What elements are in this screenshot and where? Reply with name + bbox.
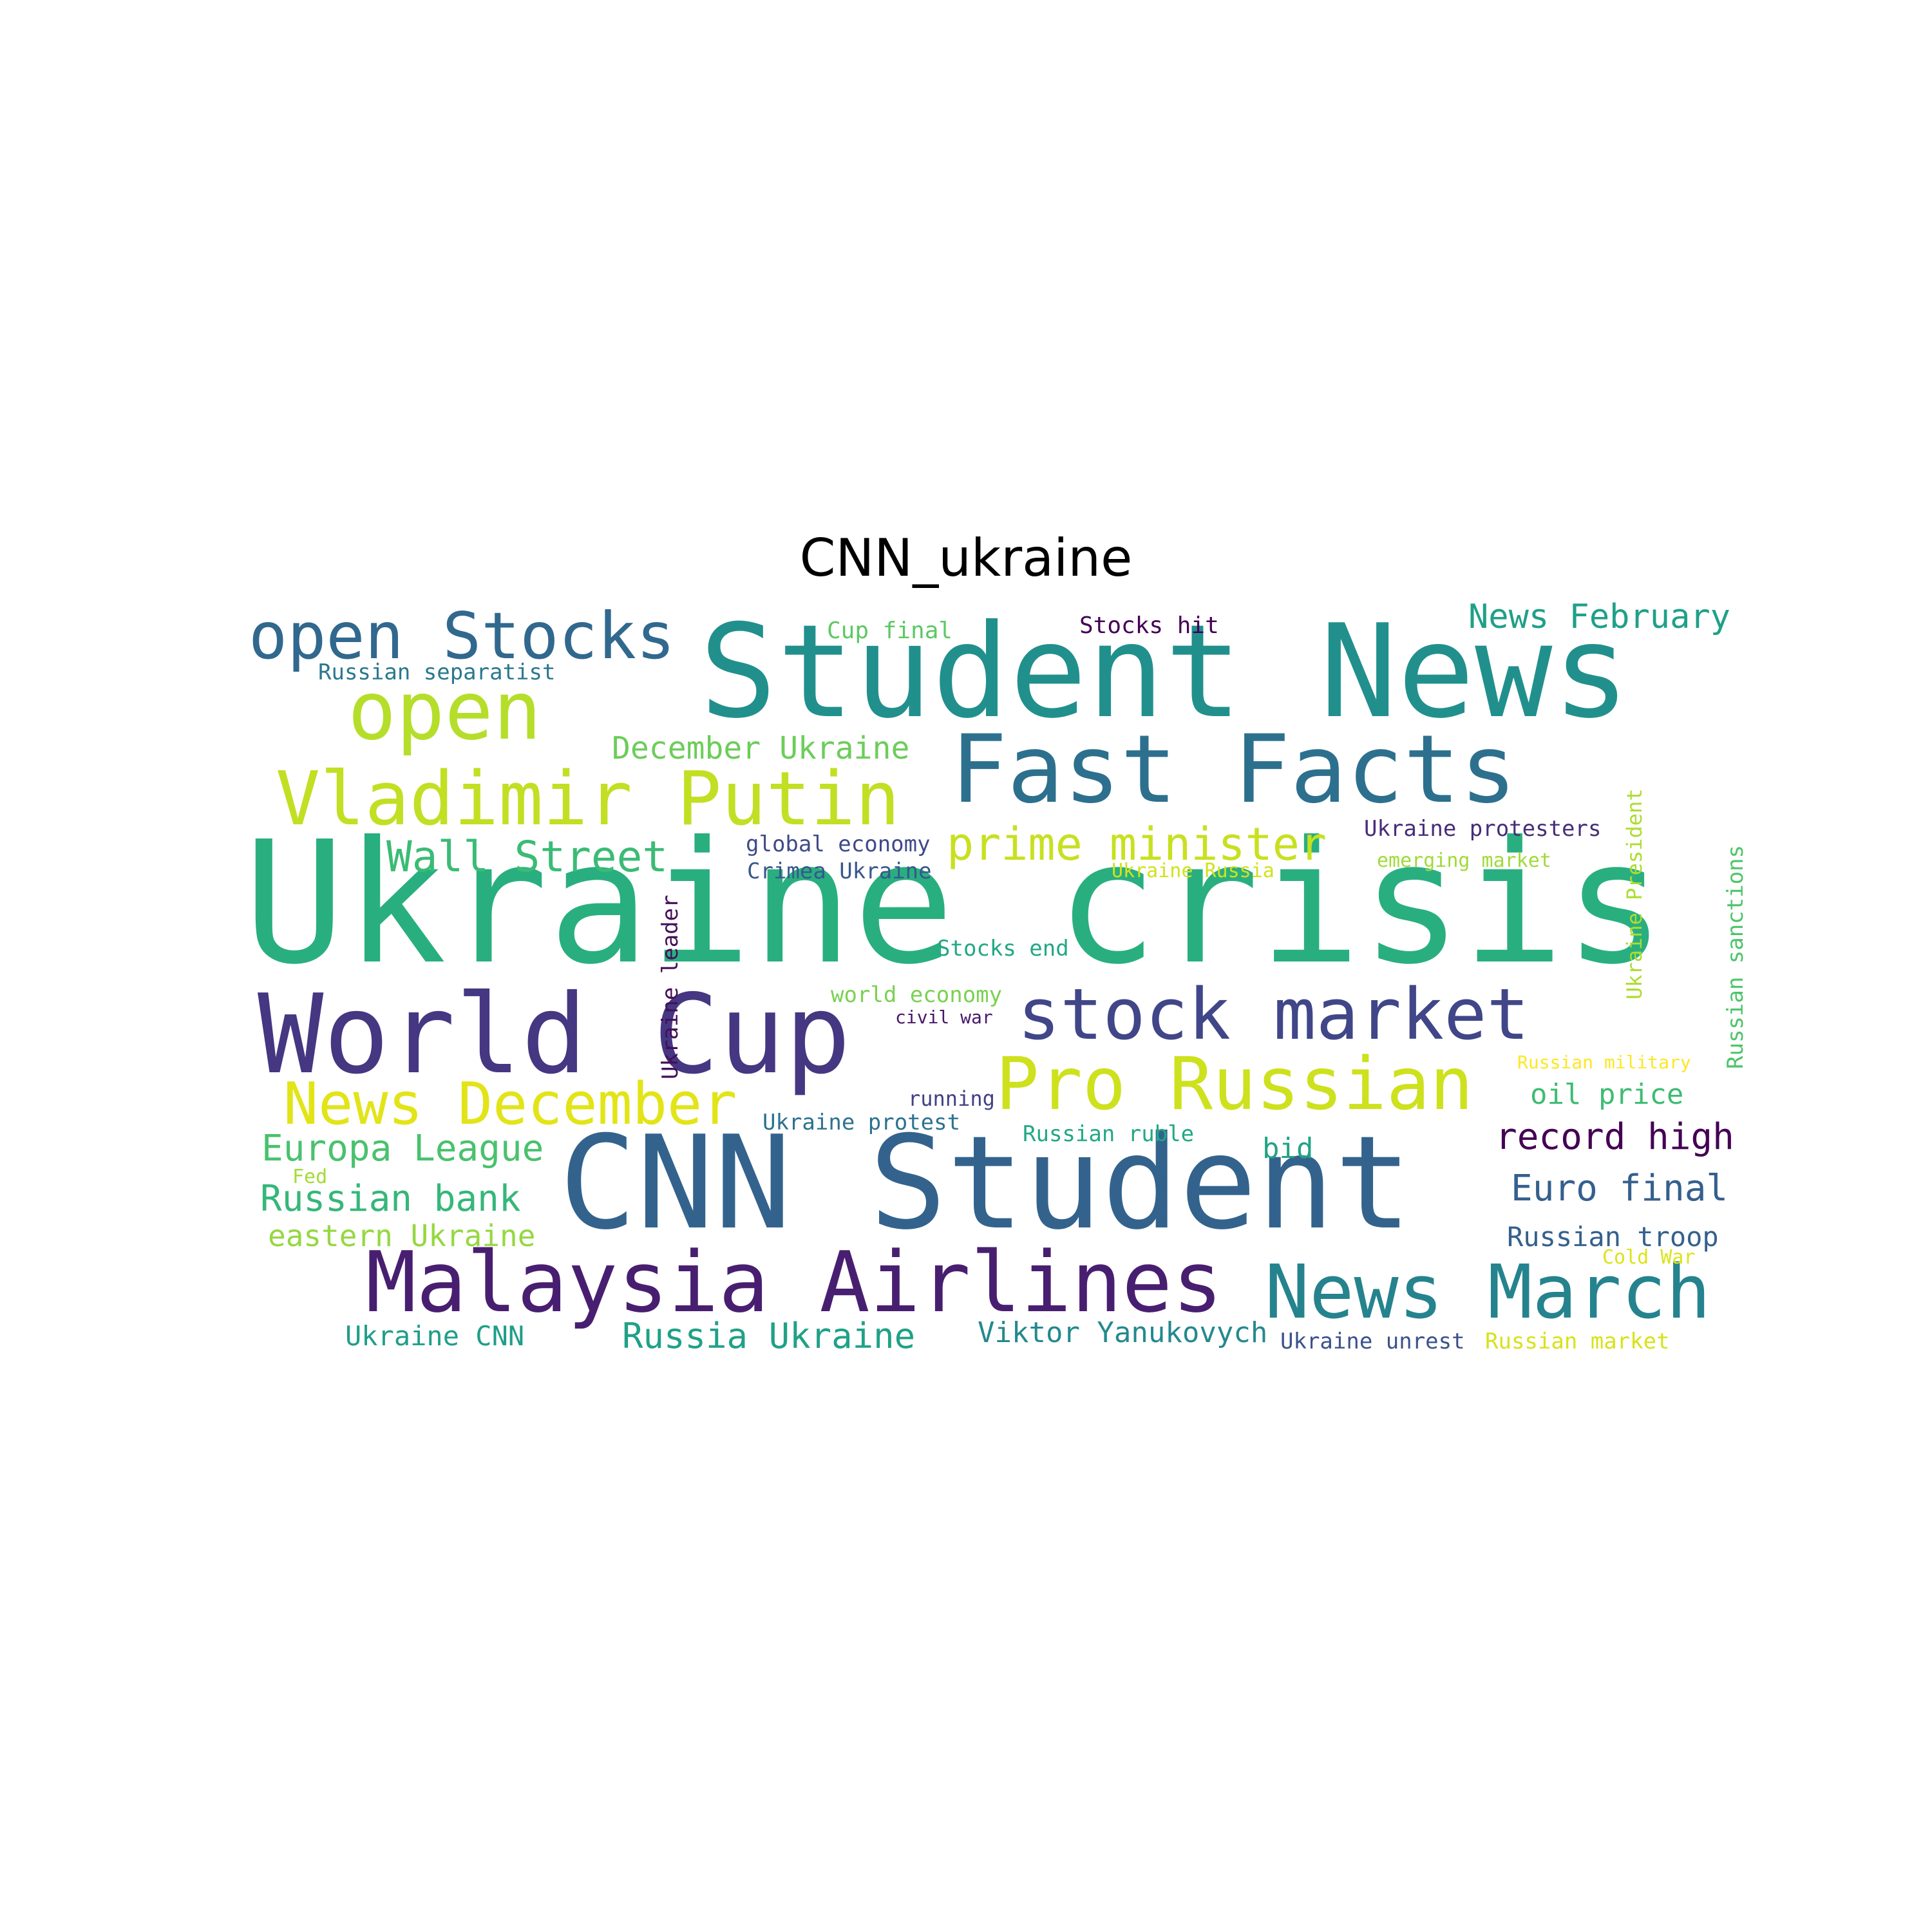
- word-emerging-market: emerging market: [1377, 849, 1551, 872]
- word-russian-bank: Russian bank: [260, 1178, 521, 1220]
- word-eastern-ukraine: eastern Ukraine: [268, 1218, 536, 1253]
- word-vladimir-putin: Vladimir Putin: [276, 756, 900, 842]
- word-wall-street: Wall Street: [386, 832, 668, 882]
- word-open: open: [348, 665, 542, 758]
- word-malaysia-airlines: Malaysia Airlines: [366, 1233, 1223, 1331]
- word-open-stocks: open Stocks: [249, 598, 676, 674]
- word-ukraine-protest: Ukraine protest: [762, 1110, 961, 1135]
- word-russian-troop: Russian troop: [1507, 1221, 1719, 1253]
- word-news-march: News March: [1265, 1249, 1711, 1336]
- word-russian-market: Russian market: [1485, 1329, 1670, 1354]
- word-ukraine-crisis: Ukraine crisis: [243, 805, 1666, 1001]
- word-ukraine-protesters: Ukraine protesters: [1364, 816, 1602, 842]
- word-europa-league: Europa League: [261, 1128, 544, 1170]
- word-viktor-yanukovych: Viktor Yanukovych: [978, 1316, 1268, 1349]
- word-cnn-student: CNN Student: [559, 1108, 1412, 1258]
- word-russian-ruble: Russian ruble: [1023, 1121, 1195, 1147]
- word-prime-minister: prime minister: [947, 818, 1327, 871]
- word-ukraine-leader: Ukraine leader: [658, 895, 683, 1079]
- word-ukraine-cnn: Ukraine CNN: [345, 1320, 525, 1352]
- word-world-economy: world economy: [831, 982, 1003, 1008]
- word-fed: Fed: [292, 1166, 328, 1188]
- word-global-economy: global economy: [746, 831, 931, 857]
- word-russia-ukraine: Russia Ukraine: [622, 1316, 916, 1356]
- word-news-february: News February: [1468, 598, 1730, 636]
- word-running: running: [908, 1086, 995, 1111]
- word-oil-price: oil price: [1530, 1078, 1684, 1111]
- word-stocks-end: Stocks end: [937, 936, 1069, 961]
- word-world-cup: World Cup: [258, 971, 851, 1099]
- word-ukraine-russia: Ukraine Russia: [1112, 860, 1274, 882]
- word-ukraine-president: Ukraine President: [1622, 788, 1647, 999]
- word-cold-war: Cold War: [1602, 1246, 1696, 1269]
- word-december-ukraine: December Ukraine: [612, 730, 910, 766]
- word-student-news: Student News: [699, 597, 1630, 747]
- word-euro-final: Euro final: [1511, 1168, 1728, 1209]
- word-russian-military: Russian military: [1517, 1052, 1691, 1073]
- word-stock-market: stock market: [1018, 973, 1530, 1056]
- word-crimea-ukraine: Crimea Ukraine: [747, 858, 932, 884]
- chart-title: CNN_ukraine: [799, 528, 1133, 588]
- word-record-high: record high: [1495, 1116, 1734, 1158]
- word-fast-facts: Fast Facts: [951, 715, 1517, 824]
- word-civil-war: civil war: [895, 1007, 993, 1028]
- word-russian-sanctions: Russian sanctions: [1723, 845, 1748, 1069]
- word-ukraine-unrest: Ukraine unrest: [1280, 1329, 1465, 1354]
- word-pro-russian: Pro Russian: [996, 1043, 1473, 1126]
- word-bid: bid: [1262, 1132, 1314, 1165]
- word-stocks-hit: Stocks hit: [1079, 612, 1219, 639]
- word-russian-separatist: Russian separatist: [318, 659, 556, 685]
- word-cup-final: Cup final: [827, 618, 953, 644]
- word-news-december: News December: [283, 1070, 737, 1138]
